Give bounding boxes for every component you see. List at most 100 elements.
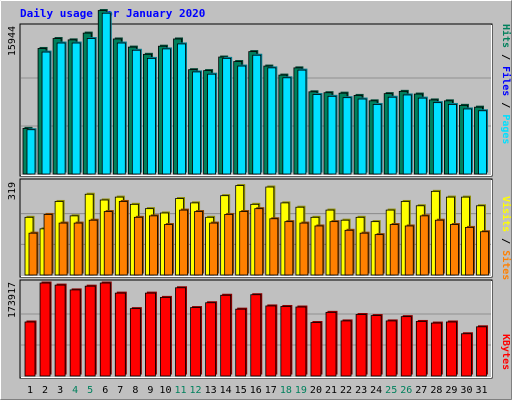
bar-sites-day-6 bbox=[103, 211, 113, 276]
bar-kbytes-day-8 bbox=[129, 308, 141, 377]
x-label-day-18: 18 bbox=[280, 385, 292, 396]
x-label-day-6: 6 bbox=[102, 385, 108, 396]
legend-pages: Pages bbox=[500, 114, 511, 144]
bar-sites-day-20 bbox=[314, 225, 324, 276]
bar-kbytes-day-1 bbox=[24, 321, 36, 377]
x-label-day-10: 10 bbox=[159, 385, 171, 396]
x-axis-day-labels: 1 2 3 4 5 6 7 8 9 10 11 12 13 14 15 16 17 18 19 20 21 22 23 24 2… bbox=[27, 385, 488, 396]
panel-kbytes-legend: KBytes bbox=[500, 334, 511, 370]
bar-sites-day-29 bbox=[449, 224, 459, 276]
bar-pages-day-2 bbox=[41, 51, 51, 175]
x-label-day-24: 24 bbox=[370, 385, 382, 396]
bar-sites-day-1 bbox=[28, 232, 38, 276]
bar-pages-day-22 bbox=[342, 97, 352, 175]
bar-pages-day-19 bbox=[297, 69, 307, 175]
panel-visits-bars bbox=[24, 184, 490, 276]
bar-pages-day-24 bbox=[372, 104, 382, 175]
panel-traffic-legend: Hits / Files / Pages bbox=[500, 24, 512, 144]
bar-sites-day-8 bbox=[133, 216, 143, 276]
bar-kbytes-day-16 bbox=[250, 294, 262, 377]
legend-visits: Visits bbox=[500, 196, 512, 232]
svg-text:Visits / Sites: Visits / Sites bbox=[500, 196, 512, 280]
bar-sites-day-19 bbox=[299, 222, 309, 276]
bar-pages-day-3 bbox=[56, 42, 66, 175]
bar-sites-day-4 bbox=[73, 222, 83, 276]
bar-kbytes-day-21 bbox=[325, 311, 337, 377]
bar-kbytes-day-11 bbox=[175, 287, 186, 377]
bar-sites-day-16 bbox=[254, 208, 264, 276]
bar-sites-day-3 bbox=[58, 222, 68, 276]
chart-title: Daily usage for January 2020 bbox=[20, 7, 205, 20]
x-label-day-22: 22 bbox=[340, 385, 352, 396]
bar-sites-day-10 bbox=[164, 224, 173, 276]
bar-sites-day-11 bbox=[179, 209, 188, 276]
panel-visits-legend: Visits / Sites bbox=[500, 196, 512, 280]
bar-sites-day-28 bbox=[434, 219, 444, 276]
bar-sites-day-22 bbox=[344, 229, 354, 276]
bar-pages-day-12 bbox=[192, 71, 201, 175]
panel-visits: 319 Visits / Sites bbox=[7, 178, 512, 280]
bar-kbytes-day-10 bbox=[160, 296, 171, 377]
bar-pages-day-7 bbox=[116, 42, 126, 175]
legend-sep-1: / bbox=[500, 48, 511, 66]
bar-pages-day-21 bbox=[327, 95, 337, 175]
x-label-day-29: 29 bbox=[445, 385, 457, 396]
bar-pages-day-26 bbox=[402, 94, 412, 175]
bar-kbytes-day-29 bbox=[445, 321, 457, 377]
svg-text:Hits / Files / Pages: Hits / Files / Pages bbox=[500, 24, 512, 144]
bar-kbytes-day-22 bbox=[340, 320, 352, 377]
bar-pages-day-29 bbox=[447, 104, 457, 175]
bar-pages-day-8 bbox=[131, 49, 141, 175]
bar-sites-day-9 bbox=[148, 215, 158, 276]
bar-pages-day-20 bbox=[312, 94, 322, 175]
bar-kbytes-day-9 bbox=[144, 292, 156, 377]
bar-sites-day-21 bbox=[329, 221, 339, 276]
bar-sites-day-18 bbox=[284, 221, 294, 276]
bar-kbytes-day-30 bbox=[461, 333, 472, 377]
panel-traffic: 15944 Hits / Files / Pages bbox=[7, 9, 512, 177]
bar-sites-day-30 bbox=[465, 227, 474, 276]
legend-files: Files bbox=[500, 66, 512, 96]
panel-kbytes: 173917 KBytes bbox=[7, 279, 511, 379]
x-label-day-2: 2 bbox=[42, 385, 48, 396]
bar-pages-day-14 bbox=[222, 57, 232, 175]
bar-pages-day-13 bbox=[207, 73, 217, 175]
x-label-day-17: 17 bbox=[265, 385, 277, 396]
x-label-day-21: 21 bbox=[325, 385, 337, 396]
bar-sites-day-27 bbox=[419, 215, 429, 276]
bar-pages-day-1 bbox=[26, 129, 36, 175]
bar-pages-day-28 bbox=[432, 102, 442, 175]
legend-sep-2: / bbox=[500, 96, 511, 114]
bar-kbytes-day-24 bbox=[370, 315, 382, 377]
x-label-day-19: 19 bbox=[295, 385, 307, 396]
x-label-day-28: 28 bbox=[430, 385, 442, 396]
legend-sites: Sites bbox=[500, 250, 512, 280]
x-label-day-1: 1 bbox=[27, 385, 33, 396]
bar-kbytes-day-28 bbox=[430, 322, 442, 377]
legend-hits: Hits bbox=[500, 24, 512, 48]
bar-pages-day-11 bbox=[177, 43, 186, 175]
bar-sites-day-2 bbox=[43, 214, 53, 276]
panel-kbytes-ymax-label: 173917 bbox=[7, 282, 18, 318]
panel-visits-ymax-label: 319 bbox=[7, 182, 18, 200]
x-label-day-15: 15 bbox=[235, 385, 247, 396]
x-label-day-4: 4 bbox=[72, 385, 78, 396]
bar-kbytes-day-27 bbox=[415, 321, 427, 377]
bar-sites-day-15 bbox=[239, 211, 249, 276]
x-label-day-27: 27 bbox=[415, 385, 427, 396]
x-label-day-3: 3 bbox=[57, 385, 63, 396]
bar-kbytes-day-31 bbox=[476, 326, 487, 377]
panel-traffic-ymax-label: 15944 bbox=[7, 26, 18, 56]
x-label-day-14: 14 bbox=[220, 385, 232, 396]
bar-pages-day-30 bbox=[463, 108, 472, 175]
panel-kbytes-bars bbox=[24, 281, 488, 377]
x-label-day-12: 12 bbox=[190, 385, 202, 396]
bar-sites-day-26 bbox=[404, 225, 414, 276]
bar-sites-day-5 bbox=[88, 219, 98, 276]
bar-kbytes-day-13 bbox=[205, 302, 217, 377]
bar-pages-day-10 bbox=[162, 48, 171, 175]
bar-kbytes-day-18 bbox=[280, 306, 292, 377]
bar-sites-day-23 bbox=[359, 232, 369, 276]
x-label-day-30: 30 bbox=[460, 385, 472, 396]
bar-kbytes-day-12 bbox=[190, 307, 201, 377]
